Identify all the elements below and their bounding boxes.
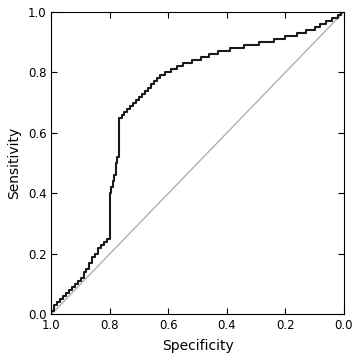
Y-axis label: Sensitivity: Sensitivity [7,127,21,199]
X-axis label: Specificity: Specificity [162,339,234,353]
